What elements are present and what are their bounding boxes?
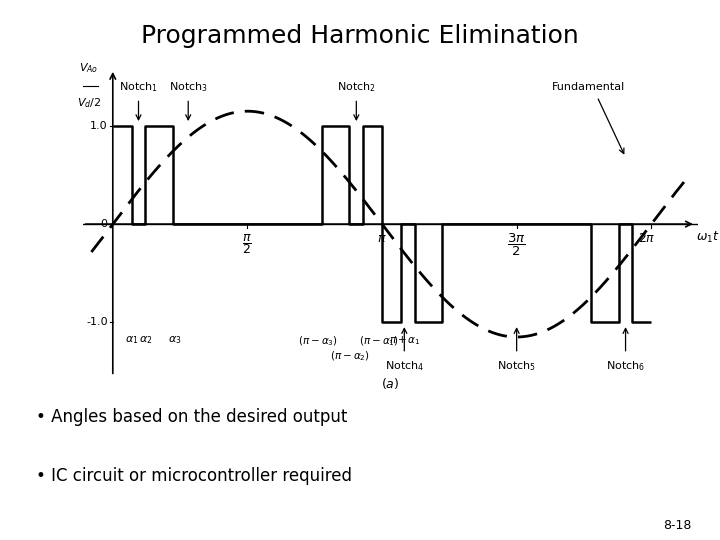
Text: 0: 0 (101, 219, 108, 229)
Text: $\omega_1 t$: $\omega_1 t$ (696, 230, 719, 245)
Text: • Angles based on the desired output: • Angles based on the desired output (36, 408, 347, 426)
Text: -1.0: -1.0 (86, 318, 108, 327)
Text: $(\pi - \alpha_1)$: $(\pi - \alpha_1)$ (359, 334, 399, 348)
Text: $(\pi - \alpha_3)$: $(\pi - \alpha_3)$ (298, 334, 338, 348)
Text: $(\pi - \alpha_2)$: $(\pi - \alpha_2)$ (330, 350, 369, 363)
Text: $(a)$: $(a)$ (382, 376, 400, 392)
Text: Notch$_4$: Notch$_4$ (384, 360, 424, 373)
Text: Notch$_6$: Notch$_6$ (606, 360, 645, 373)
Text: 8-18: 8-18 (663, 519, 691, 532)
Text: $\alpha_2$: $\alpha_2$ (139, 334, 152, 346)
Text: $\alpha_1$: $\alpha_1$ (125, 334, 138, 346)
Text: • IC circuit or microcontroller required: • IC circuit or microcontroller required (36, 467, 352, 485)
Text: Notch$_1$: Notch$_1$ (119, 80, 158, 94)
Text: $\pi + \alpha_1$: $\pi + \alpha_1$ (390, 334, 421, 347)
Text: $\pi$: $\pi$ (377, 232, 387, 245)
Text: $V_d/2$: $V_d/2$ (77, 97, 101, 110)
Text: Fundamental: Fundamental (552, 82, 625, 92)
Text: Notch$_2$: Notch$_2$ (337, 80, 376, 94)
Text: $V_{Ao}$: $V_{Ao}$ (79, 61, 99, 75)
Text: $\dfrac{\pi}{2}$: $\dfrac{\pi}{2}$ (243, 232, 253, 256)
Text: Programmed Harmonic Elimination: Programmed Harmonic Elimination (141, 24, 579, 48)
Text: $2\pi$: $2\pi$ (638, 232, 656, 245)
Text: $\alpha_3$: $\alpha_3$ (168, 334, 181, 346)
Text: 1.0: 1.0 (90, 121, 108, 131)
Text: Notch$_5$: Notch$_5$ (497, 360, 536, 373)
Text: Notch$_3$: Notch$_3$ (168, 80, 207, 94)
Text: $\dfrac{3\pi}{2}$: $\dfrac{3\pi}{2}$ (508, 232, 526, 258)
